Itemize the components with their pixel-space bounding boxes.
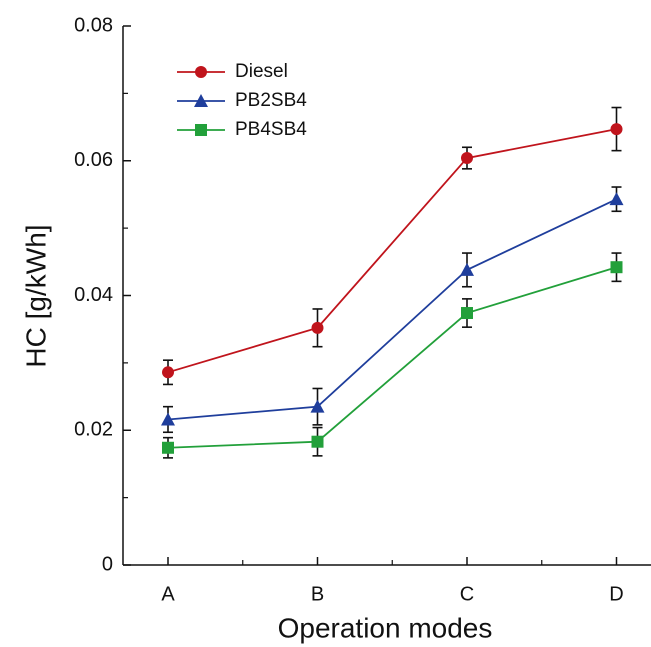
y-tick-label: 0.04 [74, 284, 113, 306]
x-tick-label: D [609, 583, 623, 605]
y-axis-title: HC [g/kWh] [20, 224, 51, 367]
point [610, 123, 623, 136]
legend-marker [195, 124, 207, 136]
y-tick-label: 0 [102, 553, 113, 575]
legend-label: PB2SB4 [235, 90, 307, 111]
point [461, 152, 473, 165]
series-line [167, 198, 617, 421]
x-axis-title: Operation modes [278, 612, 493, 643]
point [609, 192, 624, 206]
legend-label: PB4SB4 [235, 119, 307, 140]
series-line [167, 266, 617, 449]
point [610, 261, 623, 274]
x-tick-label: A [161, 583, 175, 605]
y-tick-label: 0.02 [74, 419, 113, 441]
legend-marker [194, 94, 208, 107]
point [162, 366, 174, 379]
x-tick-label: B [311, 583, 324, 605]
point [460, 262, 474, 276]
legend-marker [195, 66, 207, 78]
point [311, 321, 324, 334]
series-line [167, 128, 617, 374]
x-tick-label: C [460, 583, 474, 605]
point [311, 435, 324, 448]
y-tick-label: 0.08 [74, 14, 113, 36]
point [310, 399, 325, 413]
y-tick-label: 0.06 [74, 149, 113, 171]
point [161, 412, 175, 426]
legend-label: Diesel [235, 61, 288, 82]
point [162, 441, 174, 454]
point [461, 307, 473, 320]
